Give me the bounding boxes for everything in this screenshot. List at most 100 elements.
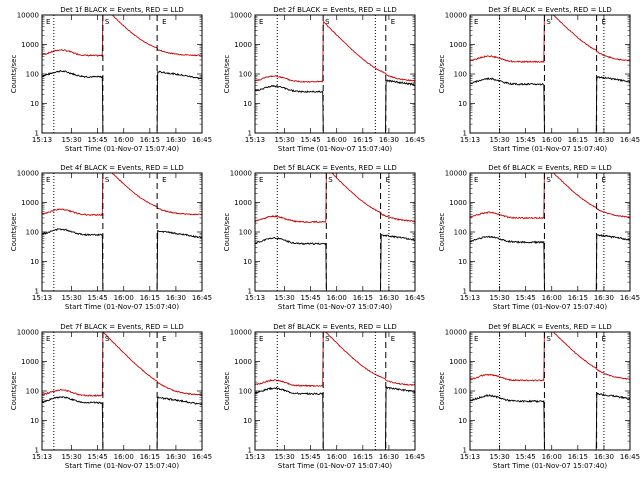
series-black-events	[470, 233, 630, 291]
y-axis-label: Counts/sec	[223, 213, 231, 252]
x-tick-label: 16:15	[568, 453, 588, 461]
y-tick-label: 1	[463, 288, 467, 296]
x-tick-label: 16:30	[594, 294, 614, 302]
panel-title: Det 7f BLACK = Events, RED = LLD	[60, 323, 183, 331]
y-tick-label: 1000	[449, 358, 467, 366]
x-tick-label: 16:15	[353, 294, 373, 302]
marker-label-E: E	[391, 18, 395, 26]
panel-title: Det 5f BLACK = Events, RED = LLD	[273, 164, 396, 172]
x-tick-label: 15:13	[32, 294, 52, 302]
marker-label-S: S	[105, 18, 110, 26]
series-black-events	[42, 396, 202, 450]
x-tick-label: 16:30	[166, 294, 186, 302]
x-axis-label: Start Time (01-Nov-07 15:07:40)	[278, 303, 392, 311]
y-tick-label: 100	[26, 388, 39, 396]
x-tick-label: 16:15	[568, 136, 588, 144]
marker-label-S: S	[105, 176, 110, 184]
x-tick-label: 15:45	[516, 136, 536, 144]
x-tick-label: 15:13	[245, 136, 265, 144]
marker-label-E: E	[474, 176, 478, 184]
series-black-events	[470, 75, 630, 133]
x-tick-label: 16:45	[405, 453, 425, 461]
x-tick-label: 16:00	[327, 294, 347, 302]
y-tick-label: 10	[30, 258, 39, 266]
y-tick-label: 1	[463, 130, 467, 138]
y-tick-label: 1000	[21, 41, 39, 49]
marker-label-E: E	[391, 335, 395, 343]
series-red-lld	[42, 173, 202, 217]
y-tick-label: 1	[248, 130, 252, 138]
x-tick-label: 15:45	[88, 136, 108, 144]
x-tick-label: 15:30	[489, 136, 509, 144]
y-tick-label: 1000	[21, 199, 39, 207]
series-red-lld	[470, 15, 630, 64]
series-red-lld	[470, 173, 630, 220]
x-tick-label: 15:13	[460, 294, 480, 302]
marker-label-E: E	[259, 18, 263, 26]
x-tick-label: 15:13	[460, 136, 480, 144]
marker-label-S: S	[546, 176, 551, 184]
series-black-events	[255, 386, 415, 450]
panel-title: Det 9f BLACK = Events, RED = LLD	[488, 323, 611, 331]
x-tick-label: 16:30	[166, 453, 186, 461]
y-tick-label: 10000	[445, 329, 467, 337]
marker-label-E: E	[386, 176, 390, 184]
y-axis-label: Counts/sec	[438, 213, 446, 252]
marker-label-E: E	[46, 335, 50, 343]
y-tick-label: 10000	[230, 170, 252, 178]
x-tick-label: 16:15	[140, 294, 160, 302]
y-tick-label: 1	[248, 288, 252, 296]
marker-label-E: E	[602, 18, 606, 26]
marker-label-E: E	[259, 176, 263, 184]
x-tick-label: 16:45	[192, 453, 212, 461]
series-red-lld	[255, 332, 415, 388]
x-tick-label: 16:15	[353, 136, 373, 144]
y-tick-label: 100	[454, 388, 467, 396]
x-tick-label: 15:30	[61, 453, 81, 461]
y-axis-label: Counts/sec	[438, 372, 446, 411]
y-tick-label: 10000	[17, 170, 39, 178]
marker-label-S: S	[546, 18, 551, 26]
y-axis-label: Counts/sec	[10, 55, 18, 94]
plot-frame	[469, 14, 631, 134]
marker-label-E: E	[602, 176, 606, 184]
y-tick-label: 1	[248, 447, 252, 455]
x-axis-label: Start Time (01-Nov-07 15:07:40)	[278, 145, 392, 153]
y-tick-label: 1000	[21, 358, 39, 366]
y-tick-label: 1000	[234, 199, 252, 207]
x-tick-label: 16:30	[379, 453, 399, 461]
x-tick-label: 15:13	[32, 453, 52, 461]
y-tick-label: 1000	[234, 41, 252, 49]
marker-label-E: E	[46, 176, 50, 184]
x-tick-label: 16:30	[379, 136, 399, 144]
x-tick-label: 16:45	[620, 453, 640, 461]
plot-frame	[469, 172, 631, 292]
plot-frame	[41, 331, 203, 451]
x-tick-label: 15:30	[274, 136, 294, 144]
panel-1: Det 1f BLACK = Events, RED = LLD Counts/s…	[10, 6, 212, 153]
y-axis-label: Counts/sec	[10, 372, 18, 411]
series-black-events	[255, 233, 415, 291]
series-red-lld	[42, 332, 202, 397]
panel-title: Det 2f BLACK = Events, RED = LLD	[273, 6, 396, 14]
x-tick-label: 16:00	[542, 453, 562, 461]
marker-label-E: E	[602, 335, 606, 343]
x-axis-label: Start Time (01-Nov-07 15:07:40)	[278, 462, 392, 470]
panel-8: Det 8f BLACK = Events, RED = LLD Counts/s…	[223, 323, 425, 470]
y-tick-label: 10	[30, 100, 39, 108]
x-tick-label: 15:45	[88, 453, 108, 461]
marker-label-E: E	[474, 18, 478, 26]
marker-label-S: S	[325, 335, 330, 343]
series-black-events	[42, 228, 202, 291]
x-tick-label: 16:15	[353, 453, 373, 461]
x-tick-label: 15:45	[516, 453, 536, 461]
plot-frame	[254, 14, 416, 134]
x-tick-label: 16:45	[192, 294, 212, 302]
x-tick-label: 16:00	[542, 294, 562, 302]
x-tick-label: 16:30	[594, 136, 614, 144]
y-tick-label: 1	[35, 447, 39, 455]
x-tick-label: 16:45	[405, 136, 425, 144]
x-tick-label: 15:30	[489, 453, 509, 461]
series-red-lld	[255, 173, 415, 224]
y-tick-label: 100	[26, 71, 39, 79]
